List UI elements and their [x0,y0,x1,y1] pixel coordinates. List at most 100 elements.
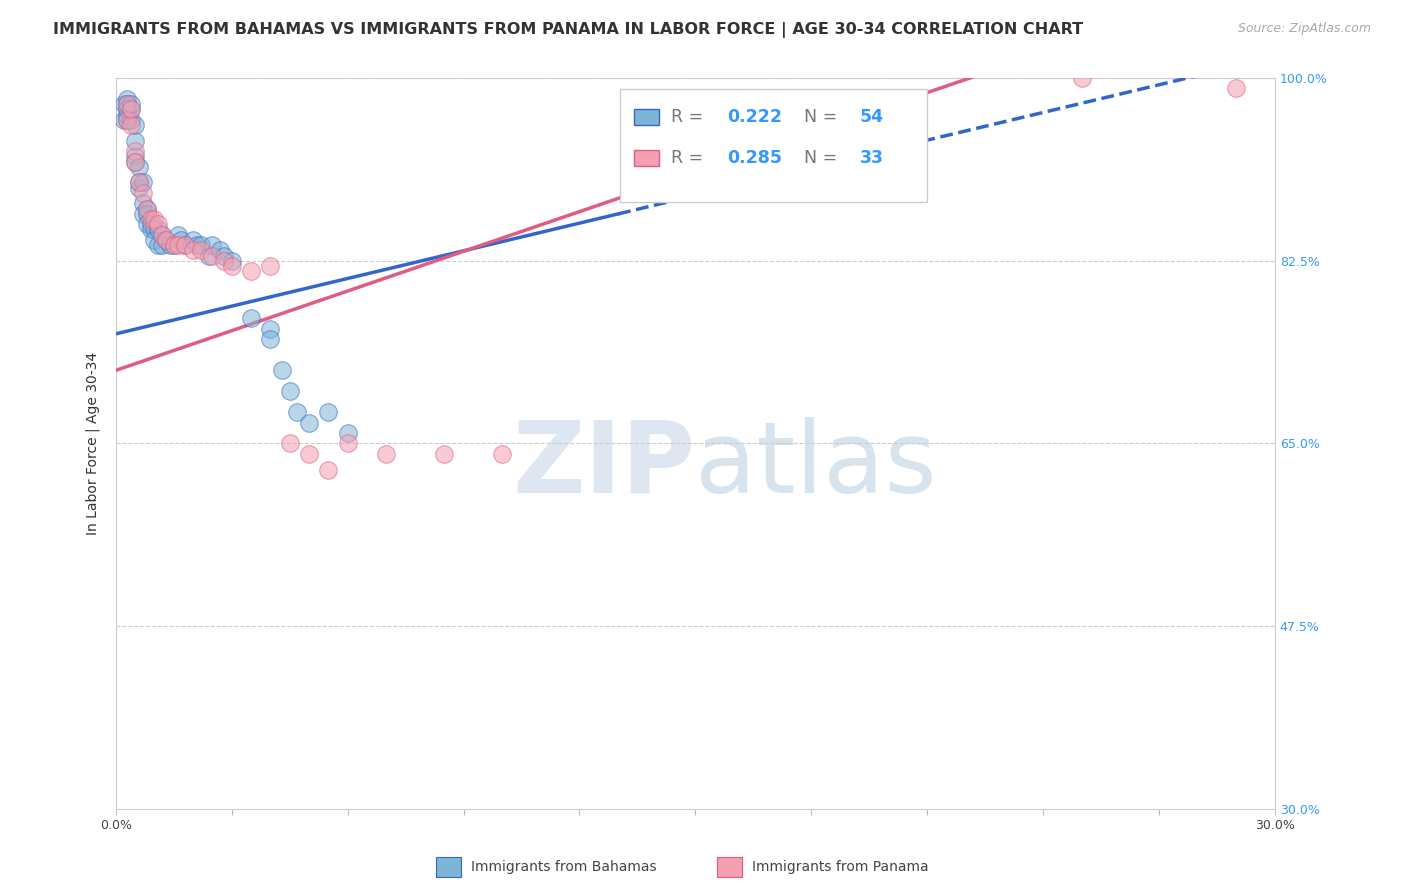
Point [128,160,150,174]
Point [163,238,186,252]
Point [128,175,150,189]
Point [117,103,139,117]
FancyBboxPatch shape [634,110,659,126]
Point [298,416,321,430]
Text: Source: ZipAtlas.com: Source: ZipAtlas.com [1237,22,1371,36]
Point [124,149,146,163]
Point [135,207,157,221]
Point [316,405,339,419]
Point [139,211,162,226]
FancyBboxPatch shape [620,89,927,202]
Point [197,248,219,262]
Point [240,311,263,326]
Point [155,233,177,247]
Point [120,97,142,112]
Point [143,211,166,226]
Point [135,202,157,216]
Point [117,112,139,127]
Point [124,134,146,148]
Point [117,97,139,112]
Text: N =: N = [804,149,844,167]
Point [139,217,162,231]
Point [132,196,155,211]
Text: IMMIGRANTS FROM BAHAMAS VS IMMIGRANTS FROM PANAMA IN LABOR FORCE | AGE 30-34 COR: IMMIGRANTS FROM BAHAMAS VS IMMIGRANTS FR… [53,22,1084,38]
Point [336,425,359,440]
Point [124,144,146,158]
Point [124,118,146,132]
Text: 0.222: 0.222 [727,109,782,127]
Y-axis label: In Labor Force | Age 30-34: In Labor Force | Age 30-34 [86,352,100,535]
Point [148,222,170,236]
Point [181,233,204,247]
Point [117,112,139,127]
Point [166,227,188,242]
Point [120,103,142,117]
Text: N =: N = [804,109,844,127]
Point [112,112,135,127]
Point [212,253,235,268]
Point [287,405,309,419]
Point [150,238,173,252]
Point [221,259,243,273]
Point [143,233,166,247]
Point [336,436,359,450]
Point [433,447,456,461]
Point [298,447,321,461]
Point [278,436,301,450]
Point [174,238,197,252]
Point [132,186,155,200]
Point [117,97,139,112]
Text: 0.285: 0.285 [727,149,782,167]
Point [148,238,170,252]
Point [278,384,301,399]
Point [163,238,186,252]
Point [181,244,204,258]
Point [139,222,162,236]
Point [316,462,339,476]
Point [186,238,208,252]
Point [190,244,212,258]
Point [201,248,224,262]
Point [143,222,166,236]
Point [190,238,212,252]
Point [375,447,398,461]
Point [120,118,142,132]
Point [209,244,232,258]
FancyBboxPatch shape [634,150,659,166]
Point [135,202,157,216]
Point [150,227,173,242]
Text: 33: 33 [860,149,884,167]
Point [491,447,513,461]
Point [132,207,155,221]
Text: Immigrants from Panama: Immigrants from Panama [752,860,929,874]
Point [124,154,146,169]
Point [135,217,157,231]
Text: R =: R = [671,109,709,127]
Point [124,154,146,169]
Point [128,180,150,194]
Point [132,175,155,189]
Point [1070,70,1092,85]
Point [259,259,281,273]
Point [150,227,173,242]
Point [159,238,181,252]
Point [128,175,150,189]
Text: ZIP: ZIP [513,417,696,514]
Text: atlas: atlas [696,417,936,514]
Point [148,217,170,231]
Text: 54: 54 [860,109,884,127]
Point [166,238,188,252]
Point [259,321,281,335]
Point [240,264,263,278]
Point [174,238,197,252]
Point [170,233,193,247]
Point [155,233,177,247]
Point [120,112,142,127]
Text: R =: R = [671,149,709,167]
Point [221,253,243,268]
Point [212,248,235,262]
Point [201,238,224,252]
Point [271,363,294,377]
Point [117,92,139,106]
Point [1225,81,1247,95]
